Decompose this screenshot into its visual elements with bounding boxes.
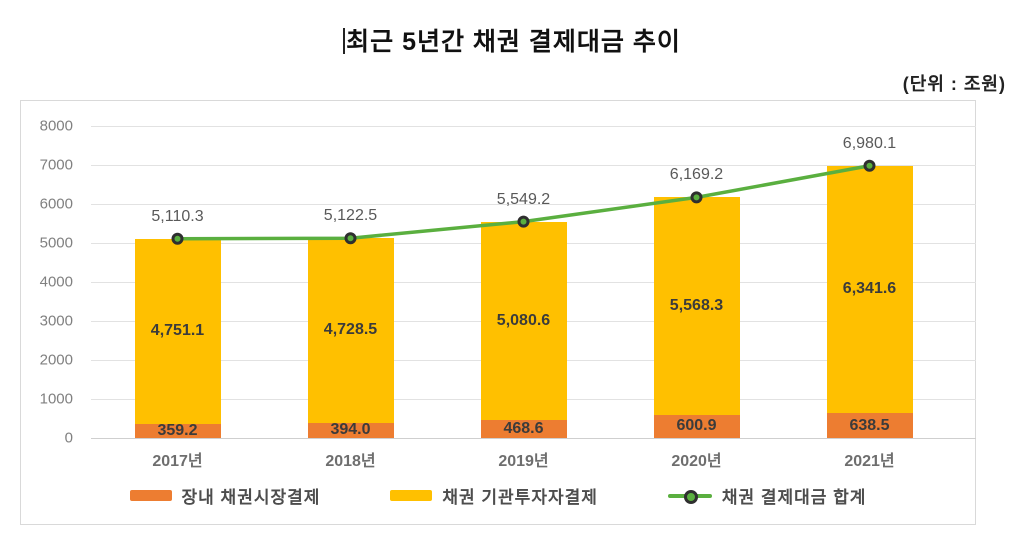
x-tick-label: 2020년: [671, 453, 722, 470]
unit-label: (단위 : 조원): [902, 74, 1006, 94]
total-value-label: 6,980.1: [842, 134, 897, 152]
x-tick-label: 2018년: [325, 453, 376, 470]
bar-value-label: 5,568.3: [669, 296, 724, 314]
legend-item: 채권 결제대금 합계: [667, 483, 867, 508]
bar-value-label: 6,341.6: [842, 280, 897, 298]
bar-value-label: 4,751.1: [150, 322, 205, 340]
total-value-label: 5,110.3: [151, 207, 204, 225]
bar-segment-yellow: 5,568.3: [653, 197, 740, 415]
bar-segment-yellow: 4,751.1: [134, 238, 221, 424]
y-tick-label: 3000: [39, 312, 73, 330]
bar-value-label: 4,728.5: [323, 321, 378, 339]
y-tick-label: 2000: [39, 351, 73, 369]
legend-swatch-line: [667, 489, 712, 504]
bar-value-label: 5,080.6: [496, 311, 551, 329]
y-tick-label: 6000: [39, 195, 73, 213]
bar-segment-orange: 359.2: [134, 422, 221, 439]
bar-segment-orange: 394.0: [307, 421, 394, 439]
total-value-label: 5,122.5: [323, 207, 378, 225]
legend-item: 채권 기관투자자결제: [390, 483, 597, 508]
bar-segment-yellow: 5,080.6: [480, 221, 567, 420]
y-tick-label: 4000: [39, 273, 73, 291]
legend-swatch-yellow: [390, 490, 433, 501]
chart-area: 0 1000 2000 3000 4000 5000 6000 7000 8000 359.2 4,…: [20, 100, 976, 525]
legend-swatch-orange: [129, 490, 172, 501]
gridline: [91, 126, 976, 127]
y-tick-label: 5000: [39, 234, 73, 252]
bar-segment-yellow: 6,341.6: [826, 165, 913, 414]
bar-value-label: 468.6: [503, 419, 544, 437]
y-tick-label: 1000: [39, 390, 73, 408]
x-tick-label: 2019년: [498, 453, 549, 470]
bar-segment-yellow: 4,728.5: [307, 238, 394, 423]
x-tick-label: 2021년: [844, 453, 895, 470]
legend-label: 장내 채권시장결제: [181, 488, 321, 507]
total-value-label: 5,549.2: [496, 190, 551, 208]
legend-marker-icon: [683, 489, 698, 504]
bar-value-label: 394.0: [330, 421, 371, 439]
bar-segment-orange: 600.9: [653, 414, 740, 438]
chart-title-text: 최근 5년간 채권 결제대금 추이: [346, 28, 681, 56]
bar-segment-orange: 638.5: [826, 413, 913, 438]
chart-title: 최근 5년간 채권 결제대금 추이: [0, 22, 1024, 58]
y-tick-label: 7000: [39, 156, 73, 174]
bar-segment-orange: 468.6: [480, 419, 567, 438]
gridline: [91, 438, 976, 439]
bar-value-label: 359.2: [157, 422, 198, 439]
total-value-label: 6,169.2: [669, 166, 724, 184]
legend-label: 채권 결제대금 합계: [721, 488, 867, 507]
y-tick-label: 8000: [39, 117, 73, 135]
text-cursor: [343, 28, 346, 54]
legend-label: 채권 기관투자자결제: [442, 488, 598, 507]
bar-value-label: 638.5: [849, 416, 890, 434]
y-tick-label: 0: [64, 429, 73, 447]
bar-value-label: 600.9: [676, 417, 717, 435]
legend: 장내 채권시장결제 채권 기관투자자결제 채권 결제대금 합계: [21, 483, 975, 508]
legend-item: 장내 채권시장결제: [129, 483, 321, 508]
x-tick-label: 2017년: [152, 453, 203, 470]
